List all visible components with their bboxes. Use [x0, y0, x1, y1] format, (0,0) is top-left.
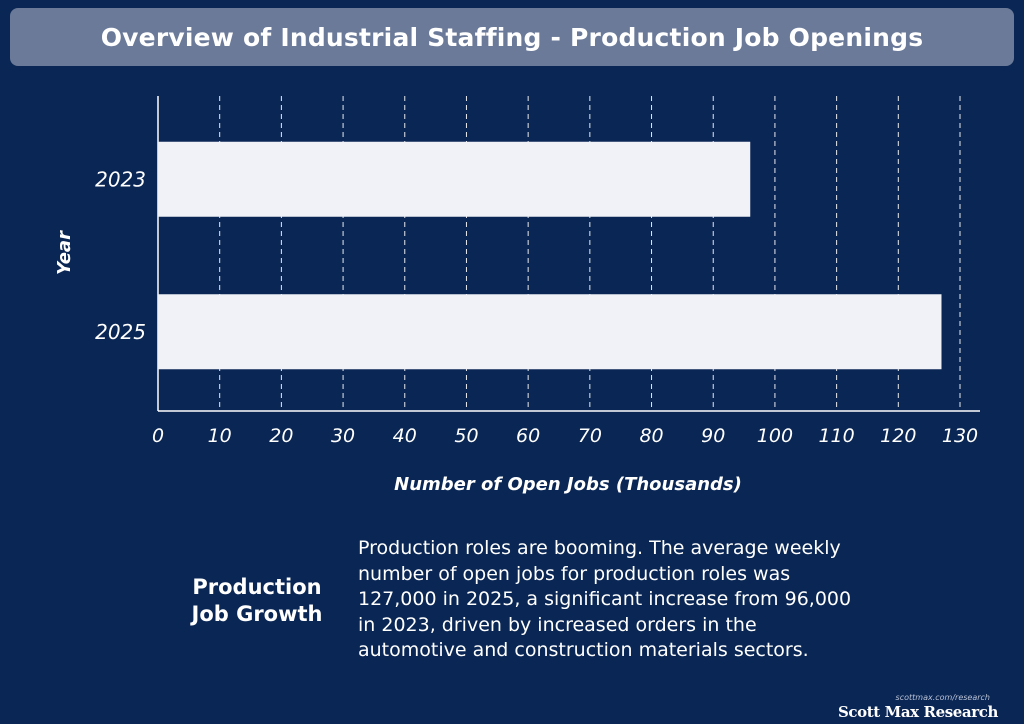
x-tick-label: 80 [639, 425, 663, 447]
x-tick-label: 120 [880, 425, 916, 447]
x-tick-label: 40 [393, 425, 417, 447]
chart-title-bar: Overview of Industrial Staffing - Produc… [10, 8, 1014, 66]
x-tick-label: 10 [208, 425, 232, 447]
x-tick-label: 130 [942, 425, 978, 447]
x-tick-label: 20 [269, 425, 293, 447]
summary-heading: Production Job Growth [172, 574, 342, 628]
y-tick-label: 2023 [95, 167, 146, 191]
summary-text: Production roles are booming. The averag… [358, 537, 852, 661]
bar [158, 141, 751, 217]
x-tick-label: 60 [516, 425, 540, 447]
x-axis-label: Number of Open Jobs (Thousands) [394, 474, 742, 495]
x-tick-label: 0 [152, 425, 164, 447]
brand-logo: Scott Max Research [838, 703, 998, 721]
summary-heading-line1: Production [192, 575, 322, 599]
x-tick-label: 30 [331, 425, 355, 447]
x-tick-label: 50 [454, 425, 478, 447]
bar-chart: 0 10 20 30 40 50 60 70 80 90 100 110 120 130 2023 2025 N… [54, 96, 980, 495]
x-tick-label: 110 [818, 425, 854, 447]
y-axis-label: Year [54, 230, 75, 275]
chart-title: Overview of Industrial Staffing - Produc… [100, 22, 924, 52]
x-tick-label: 70 [578, 425, 602, 447]
summary-heading-line2: Job Growth [191, 602, 323, 626]
bar [158, 294, 942, 370]
y-tick-label: 2025 [95, 320, 146, 344]
brand-url: scottmax.com/research [895, 693, 990, 702]
x-tick-label: 90 [701, 425, 725, 447]
x-tick-label: 100 [757, 425, 793, 447]
